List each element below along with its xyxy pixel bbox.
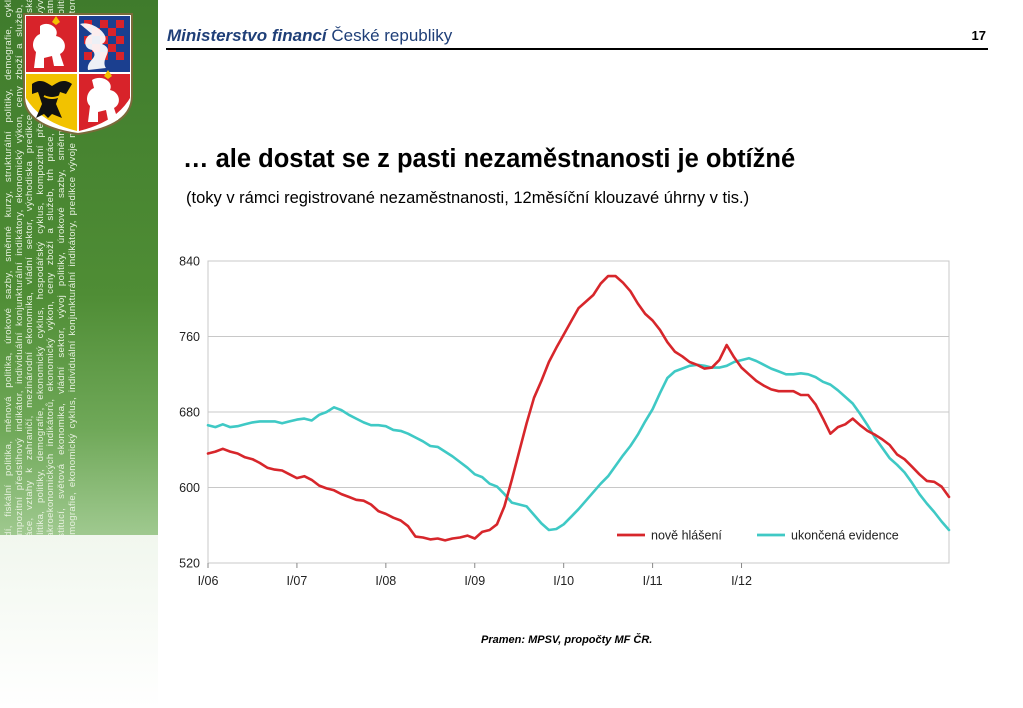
slide-title: … ale dostat se z pasti nezaměstnanosti … <box>183 145 796 173</box>
legend-label: nově hlášení <box>651 529 722 543</box>
coat-of-arms-icon <box>23 13 133 136</box>
x-tick-label: I/08 <box>375 574 396 588</box>
x-tick-label: I/12 <box>731 574 752 588</box>
x-tick-label: I/06 <box>198 574 219 588</box>
series-lines <box>206 274 951 542</box>
x-axis-ticks: I/06 I/07 I/08 I/09 I/10 I/11 I/12 <box>198 563 752 588</box>
source-note: Pramen: MPSV, propočty MF ČR. <box>481 634 653 646</box>
x-tick-label: I/11 <box>643 574 663 588</box>
y-tick-label: 520 <box>179 557 200 571</box>
sidebar-fade <box>0 535 158 708</box>
sidebar-panel: ředí, fiskální politika, měnová politika… <box>0 0 158 535</box>
ministry-header: Ministerstvo financí České republiky <box>167 26 452 46</box>
header-divider <box>166 48 988 50</box>
y-tick-label: 840 <box>179 255 200 269</box>
x-tick-label: I/10 <box>553 574 574 588</box>
y-tick-label: 680 <box>179 406 200 420</box>
series-line-new-registrations <box>206 274 951 542</box>
ministry-name: Ministerstvo financí <box>167 26 327 45</box>
unemployment-flows-chart: 520 600 680 760 840 I/06 I/07 I/08 I/09 I/10 I/11… <box>179 255 951 588</box>
y-tick-label: 600 <box>179 481 200 495</box>
ministry-country: České republiky <box>326 26 453 45</box>
x-tick-label: I/09 <box>464 574 485 588</box>
page-number: 17 <box>971 28 986 43</box>
series-line-ended-registrations <box>206 356 951 532</box>
gridlines <box>208 260 949 564</box>
legend-label: ukončená evidence <box>791 529 899 543</box>
y-tick-label: 760 <box>179 330 200 344</box>
x-tick-label: I/07 <box>286 574 307 588</box>
y-axis-ticks: 520 600 680 760 840 <box>179 255 200 571</box>
legend: nově hlášení ukončená evidence <box>617 529 899 543</box>
slide-subtitle: (toky v rámci registrované nezaměstnanos… <box>186 189 750 207</box>
